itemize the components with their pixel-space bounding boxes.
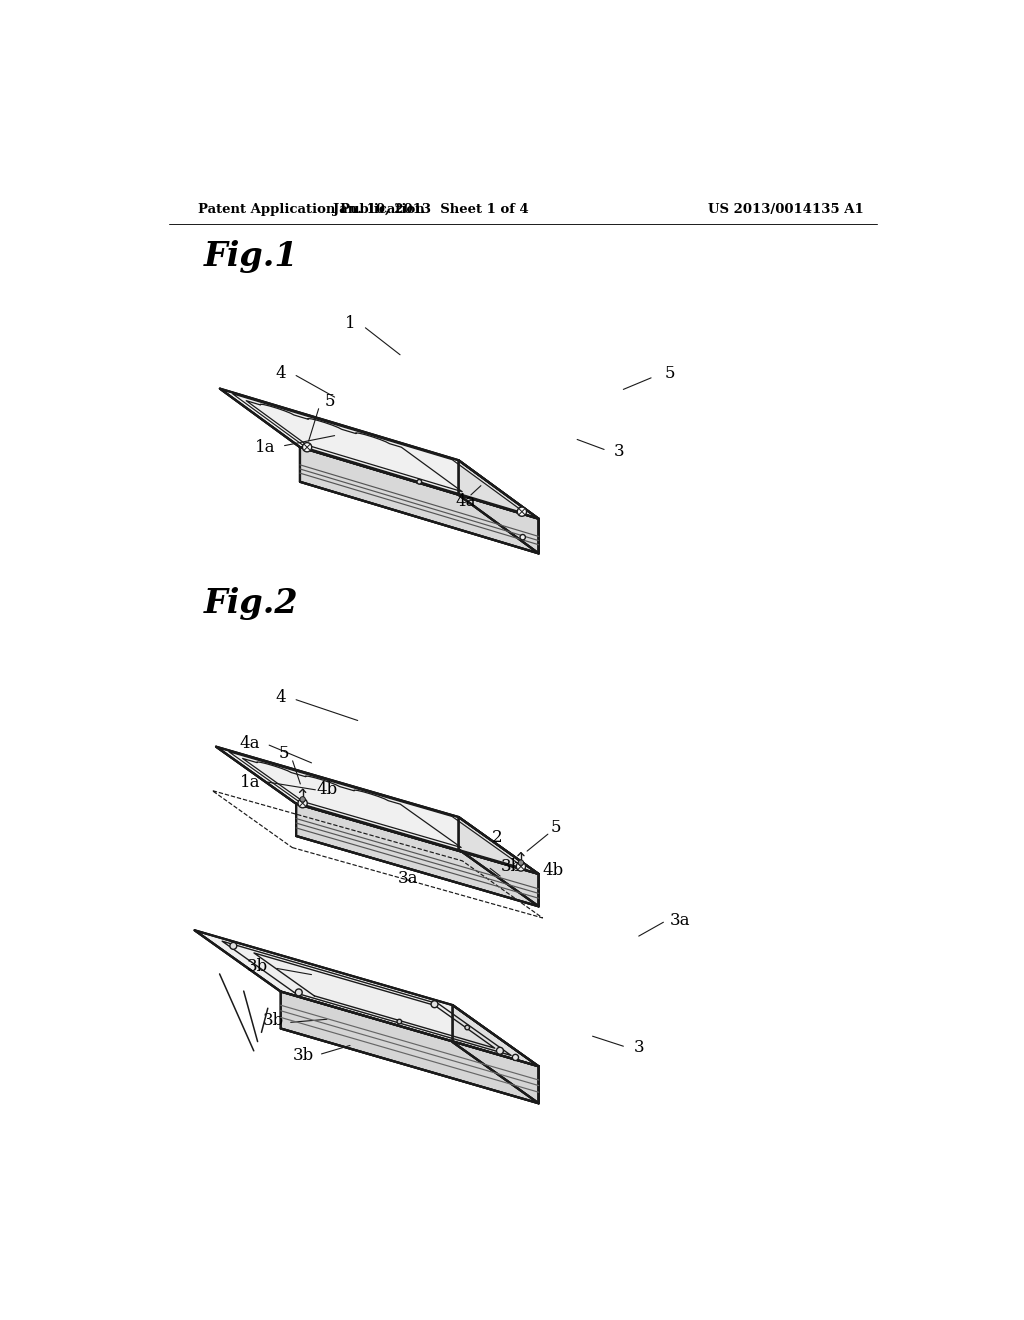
Circle shape [229,942,237,949]
Text: 3a: 3a [397,870,418,887]
Text: 3: 3 [634,1039,644,1056]
Circle shape [431,1001,438,1007]
Text: US 2013/0014135 A1: US 2013/0014135 A1 [708,203,864,216]
Text: 5: 5 [279,744,289,762]
Polygon shape [220,388,539,519]
Text: 4: 4 [275,366,286,383]
Text: 3b: 3b [293,1047,314,1064]
Text: 4a: 4a [456,492,476,510]
Text: 1a: 1a [255,438,275,455]
Circle shape [512,1055,518,1060]
Text: 3b: 3b [501,858,522,875]
Text: Jan. 10, 2013  Sheet 1 of 4: Jan. 10, 2013 Sheet 1 of 4 [333,203,528,216]
Text: 1a: 1a [240,774,260,791]
Text: 4b: 4b [316,781,338,797]
Circle shape [295,989,302,995]
Circle shape [516,862,525,871]
Polygon shape [453,1005,539,1104]
Circle shape [517,507,526,516]
Text: 4b: 4b [543,862,564,879]
Circle shape [417,479,422,484]
Polygon shape [459,817,539,907]
Text: 4a: 4a [240,735,260,752]
Text: 2: 2 [492,829,503,846]
Text: 4: 4 [275,689,286,706]
Circle shape [298,799,307,808]
Circle shape [520,535,525,540]
Polygon shape [195,931,539,1067]
Circle shape [397,1019,401,1024]
Text: Fig.1: Fig.1 [204,240,298,273]
Text: 3: 3 [614,442,625,459]
Polygon shape [300,447,539,553]
Text: Fig.2: Fig.2 [204,587,298,620]
Polygon shape [296,804,539,907]
Circle shape [302,442,311,451]
Text: 3a: 3a [670,912,690,929]
Text: Patent Application Publication: Patent Application Publication [199,203,425,216]
Circle shape [497,1047,504,1055]
Polygon shape [459,461,539,553]
Circle shape [518,859,523,866]
Text: 3b: 3b [247,958,268,975]
Polygon shape [216,747,539,874]
Polygon shape [281,991,539,1104]
Circle shape [465,1026,470,1030]
Text: 5: 5 [665,366,675,383]
Circle shape [300,797,305,803]
Text: 1: 1 [345,315,355,333]
Text: 3b: 3b [262,1012,284,1030]
Text: 5: 5 [325,392,336,409]
Text: 5: 5 [550,820,561,837]
